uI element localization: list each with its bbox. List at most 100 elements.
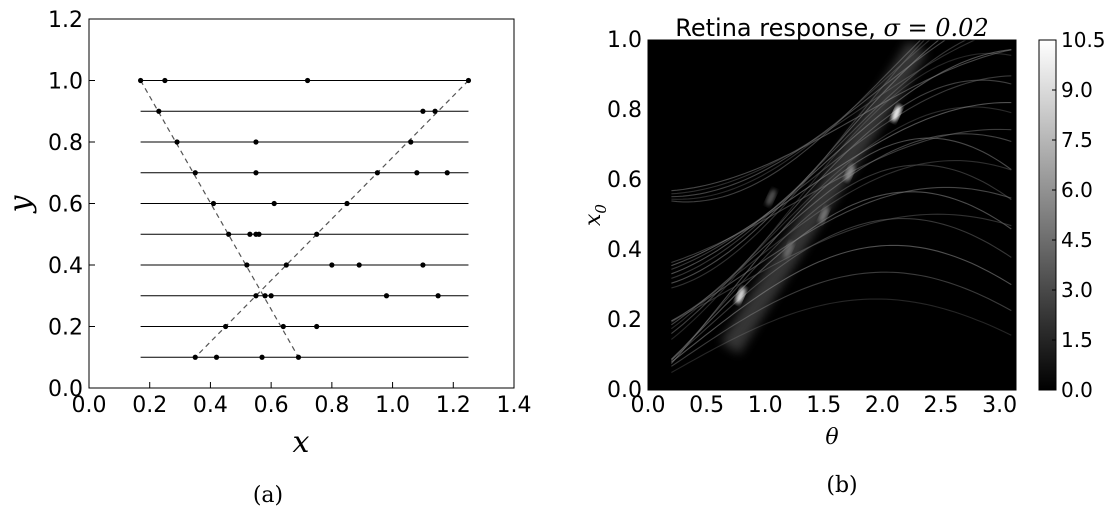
data-point (329, 262, 335, 268)
y-axis-label-b-main: x (581, 213, 606, 226)
colorbar-tick-label: 6.0 (1061, 178, 1093, 202)
colorbar-tick-label: 3.0 (1061, 278, 1093, 302)
y-axis-label-a: y (3, 194, 38, 214)
colorbar-tick-label: 7.5 (1061, 128, 1093, 152)
response-curve (671, 49, 1012, 192)
data-point (223, 323, 229, 330)
data-point (465, 77, 472, 84)
response-hotspot (783, 241, 794, 259)
data-point (420, 108, 426, 114)
data-point (414, 170, 420, 176)
data-point (432, 108, 438, 114)
colorbar-tick-label: 0.0 (1061, 378, 1093, 402)
y-tick-label: 0.6 (48, 193, 83, 218)
x-tick-label: 2.5 (923, 393, 958, 418)
y-tick-label: 0.0 (607, 378, 642, 403)
response-hotspot (735, 287, 746, 304)
x-tick-label: 2.0 (865, 393, 900, 418)
data-point (435, 293, 441, 299)
data-point (444, 170, 450, 176)
x-tick-label: 1.0 (748, 393, 783, 418)
data-point (344, 200, 350, 207)
x-axis-label-a: x (293, 425, 310, 460)
dashed-track-line (194, 80, 469, 358)
data-point (283, 262, 289, 268)
response-hotspots (735, 105, 902, 304)
data-point (268, 293, 274, 299)
data-point (253, 139, 259, 145)
data-point (174, 139, 180, 145)
data-point (314, 231, 320, 237)
response-curves (670, 40, 1012, 373)
data-point (383, 293, 390, 299)
caption-a: (a) (253, 483, 283, 508)
colorbar-tick-label: 9.0 (1061, 78, 1093, 102)
data-point (374, 170, 380, 176)
x-tick-label: 0.8 (314, 393, 349, 418)
data-point (247, 231, 253, 237)
response-curve (671, 40, 922, 203)
x-tick-label: 0.6 (254, 393, 289, 418)
y-tick-label: 0.4 (48, 254, 83, 279)
data-point (162, 77, 168, 84)
x-tick-labels-a: 0.0 0.2 0.4 0.6 0.8 1.0 1.2 1.4 (72, 382, 532, 418)
response-curve (671, 191, 1012, 360)
data-point (192, 170, 198, 176)
response-curve (671, 244, 1012, 363)
response-hotspot (766, 189, 777, 206)
data-point (280, 323, 286, 330)
response-curve (671, 40, 931, 200)
chart-title-b-math: σ = 0.02 (884, 14, 989, 42)
y-axis-label-b-group: x0 (581, 204, 610, 226)
x-tick-label: 1.2 (436, 393, 471, 418)
horizontal-lines (140, 80, 469, 358)
y-tick-label: 0.0 (48, 377, 83, 402)
response-curve (671, 40, 926, 289)
y-tick-labels-b: 0.0 0.2 0.4 0.6 0.8 1.0 (607, 28, 653, 403)
data-point (295, 354, 302, 360)
y-tick-label: 0.8 (607, 98, 642, 123)
data-point (213, 354, 220, 360)
response-curve (671, 40, 968, 279)
y-tick-labels-a: 0.0 0.2 0.4 0.6 0.8 1.0 1.2 (48, 8, 95, 402)
response-curve (671, 218, 1012, 361)
data-point (356, 262, 362, 268)
panel-b-heatmap: 0.0 0.5 1.0 1.5 2.0 2.5 3.0 0.0 0.2 0.4 0.6 0.8 1.0… (581, 14, 1106, 498)
caption-b: (b) (826, 473, 857, 498)
data-points (138, 77, 472, 360)
response-ridge (720, 41, 927, 354)
plot-frame-b (647, 39, 1017, 391)
x-tick-label: 0.0 (631, 393, 666, 418)
y-tick-label: 0.2 (607, 308, 642, 333)
y-axis-label-b-sub: 0 (592, 204, 610, 214)
x-axis-label-b: θ (825, 425, 838, 450)
colorbar-tick-label: 10.5 (1061, 28, 1106, 52)
chart-title-b-text: Retina response, (675, 14, 883, 42)
y-tick-label: 0.8 (48, 131, 83, 156)
response-curve (670, 164, 1012, 361)
panel-a-scatter: 0.0 0.2 0.4 0.6 0.8 1.0 1.2 1.4 0.0 0.2 0.4 0.6 0.8… (3, 8, 532, 508)
data-point (138, 77, 144, 84)
y-tick-label: 0.6 (607, 168, 642, 193)
data-point (210, 200, 217, 207)
data-point (226, 231, 232, 237)
x-tick-label: 0.5 (689, 393, 724, 418)
data-point (420, 262, 426, 268)
y-tick-label: 0.2 (48, 316, 83, 341)
x-tick-label: 1.4 (497, 393, 532, 418)
y-tick-label: 1.0 (607, 28, 642, 53)
data-point (253, 170, 259, 176)
y-axis-label-b: x0 (581, 204, 610, 226)
colorbar-tick-label: 1.5 (1061, 328, 1093, 352)
colorbar (1038, 39, 1057, 391)
x-tick-label: 3.0 (982, 393, 1017, 418)
data-point (253, 293, 259, 299)
x-tick-label: 0.4 (193, 393, 228, 418)
data-point (408, 139, 414, 145)
y-tick-label: 1.0 (48, 70, 83, 95)
x-tick-label: 1.5 (806, 393, 841, 418)
response-curve (671, 213, 1012, 322)
x-tick-label: 0.0 (72, 393, 107, 418)
response-hotspot (818, 206, 829, 224)
